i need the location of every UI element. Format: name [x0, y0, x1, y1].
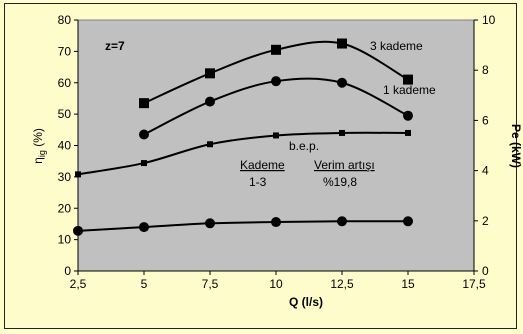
data-point-square — [139, 98, 149, 109]
y-left-tick-label: 60 — [58, 76, 72, 90]
y-left-tick-label: 20 — [58, 201, 72, 215]
y-right-tick-label: 8 — [482, 63, 489, 77]
data-point-small-square — [405, 129, 411, 136]
data-point-square — [403, 74, 413, 85]
y-axis-left-label-sub: ig — [37, 150, 47, 157]
y-left-tick-label: 40 — [58, 139, 72, 153]
plot-area — [77, 19, 475, 272]
x-tick-label: 2,5 — [70, 277, 87, 291]
y-right-tick-label: 0 — [482, 264, 489, 278]
series-label-3-kademe: 3 kademe — [370, 39, 423, 53]
data-point-circle — [139, 129, 149, 140]
x-tick-label: 7,5 — [202, 277, 219, 291]
y-axis-left-label: ηig (%) — [31, 128, 47, 164]
kademe-value: 1-3 — [249, 175, 267, 189]
y-left-tick-label: 30 — [58, 170, 72, 184]
data-point-circle — [205, 218, 215, 229]
x-tick-label: 12,5 — [330, 277, 354, 291]
series-markers — [73, 38, 413, 236]
data-point-circle — [271, 76, 281, 87]
data-point-circle — [337, 216, 347, 227]
y-left-tick-label: 50 — [58, 107, 72, 121]
axes — [74, 19, 478, 275]
y-left-tick-label: 0 — [64, 264, 71, 278]
data-point-small-square — [207, 141, 213, 148]
y-right-tick-label: 2 — [482, 214, 489, 228]
series-line-2 — [77, 131, 409, 176]
data-point-square — [205, 68, 215, 79]
y-axis-left-label-main: η — [31, 157, 45, 164]
data-point-square — [271, 44, 281, 55]
series-line-3 — [77, 220, 409, 232]
tick-labels: 2,5 5 7,5 10 12,5 15 17,5010203040506070800246… — [58, 13, 496, 291]
data-point-small-square — [273, 132, 279, 139]
data-point-circle — [139, 222, 149, 233]
data-point-circle — [403, 110, 413, 121]
y-right-tick-label: 4 — [482, 164, 489, 178]
series-label-1-kademe: 1 kademe — [383, 83, 436, 97]
bep-label: b.e.p. — [289, 139, 319, 153]
x-tick-label: 15 — [401, 277, 415, 291]
kademe-header: Kademe — [240, 158, 285, 172]
data-point-small-square — [141, 160, 147, 167]
y-left-tick-label: 70 — [58, 44, 72, 58]
verim-header: Verim artışı — [314, 158, 375, 172]
y-right-tick-label: 6 — [482, 113, 489, 127]
y-right-tick-label: 10 — [482, 13, 496, 27]
x-tick-label: 5 — [141, 277, 148, 291]
data-point-small-square — [339, 129, 345, 136]
data-point-circle — [337, 77, 347, 88]
data-point-circle — [403, 216, 413, 227]
z-label: z=7 — [105, 39, 125, 53]
x-axis-label: Q (l/s) — [289, 295, 323, 309]
y-left-tick-label: 10 — [58, 233, 72, 247]
data-point-circle — [205, 96, 215, 107]
x-tick-label: 17,5 — [462, 277, 486, 291]
x-tick-label: 10 — [269, 277, 283, 291]
data-point-circle — [271, 217, 281, 228]
y-axis-left-label-unit: (%) — [31, 128, 45, 150]
y-left-tick-label: 80 — [58, 13, 72, 27]
data-point-square — [337, 38, 347, 49]
y-axis-right-label: Pe (kW) — [509, 124, 523, 168]
verim-value: %19,8 — [323, 175, 357, 189]
